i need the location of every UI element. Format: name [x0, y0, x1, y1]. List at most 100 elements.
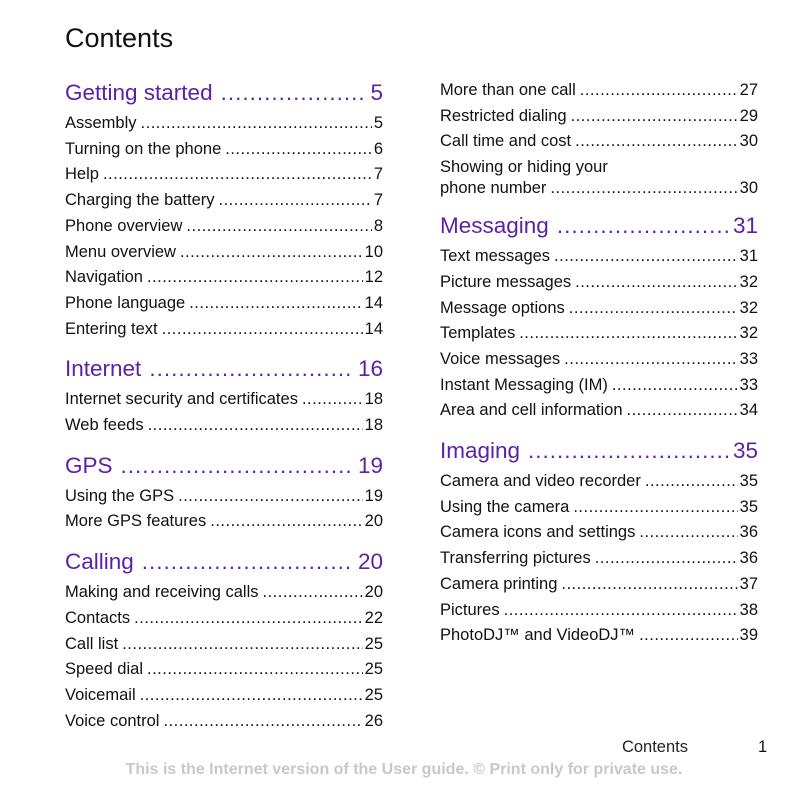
toc-entry[interactable]: Web feeds...............................… [65, 413, 383, 439]
toc-entry[interactable]: Contacts................................… [65, 606, 383, 632]
entry-page: 35 [740, 495, 758, 521]
entry-page: 25 [365, 657, 383, 683]
dot-leader: ........................................… [148, 413, 363, 439]
entry-title-line2: phone number [440, 178, 546, 199]
entry-page: 10 [365, 240, 383, 266]
toc-entry[interactable]: Templates...............................… [440, 321, 758, 347]
toc-entry-multiline[interactable]: Showing or hiding your phone number.....… [440, 157, 758, 199]
entry-title: Using the GPS [65, 484, 174, 510]
toc-entry[interactable]: Text messages...........................… [440, 244, 758, 270]
toc-entry[interactable]: Menu overview...........................… [65, 240, 383, 266]
dot-leader: ........................................… [134, 606, 363, 632]
toc-section-calling[interactable]: Calling ................................… [65, 549, 383, 575]
toc-entry[interactable]: Assembly................................… [65, 111, 383, 137]
toc-entry[interactable]: Call time and cost......................… [440, 129, 758, 155]
entry-title: Picture messages [440, 270, 571, 296]
entry-page: 39 [740, 623, 758, 649]
entry-page: 30 [740, 129, 758, 155]
dot-leader: ........................................… [178, 484, 363, 510]
toc-entry[interactable]: Transferring pictures...................… [440, 546, 758, 572]
entry-title: Templates [440, 321, 515, 347]
toc-entry[interactable]: Camera printing.........................… [440, 572, 758, 598]
entry-page: 14 [365, 317, 383, 343]
dot-leader: ........................................… [569, 296, 738, 322]
entry-title: More GPS features [65, 509, 206, 535]
footer-page-number: 1 [758, 738, 767, 757]
dot-leader: ........................................… [550, 178, 737, 199]
toc-entry[interactable]: Using the camera........................… [440, 495, 758, 521]
entry-page: 29 [740, 104, 758, 130]
entry-title: Camera printing [440, 572, 557, 598]
dot-leader: ........................................… [575, 270, 738, 296]
entry-page: 32 [740, 270, 758, 296]
toc-entry[interactable]: PhotoDJ™ and VideoDJ™...................… [440, 623, 758, 649]
entry-page: 25 [365, 632, 383, 658]
toc-entry[interactable]: Entering text...........................… [65, 317, 383, 343]
section-title: Internet [65, 356, 141, 382]
toc-section-getting-started[interactable]: Getting started ........................… [65, 80, 383, 106]
entry-title: Phone overview [65, 214, 182, 240]
toc-section-imaging[interactable]: Imaging ................................… [440, 438, 758, 464]
toc-entry[interactable]: Restricted dialing......................… [440, 104, 758, 130]
dot-leader: ........................................… [639, 520, 737, 546]
dot-leader: ........................................… [302, 387, 363, 413]
entry-title: Restricted dialing [440, 104, 567, 130]
dot-leader: ........................................… [564, 347, 737, 373]
toc-entry[interactable]: Speed dial..............................… [65, 657, 383, 683]
entry-title: More than one call [440, 78, 576, 104]
entry-page: 33 [740, 373, 758, 399]
section-title: GPS [65, 453, 113, 479]
entry-title: Help [65, 162, 99, 188]
toc-entry[interactable]: Camera icons and settings...............… [440, 520, 758, 546]
entry-page: 7 [374, 162, 383, 188]
entry-page: 27 [740, 78, 758, 104]
toc-entry[interactable]: Help....................................… [65, 162, 383, 188]
dot-leader: ........................................… [147, 657, 363, 683]
toc-entry[interactable]: Voice control...........................… [65, 709, 383, 735]
toc-entry[interactable]: Using the GPS...........................… [65, 484, 383, 510]
entry-page: 37 [740, 572, 758, 598]
toc-entry[interactable]: Phone overview..........................… [65, 214, 383, 240]
toc-section-gps[interactable]: GPS ....................................… [65, 453, 383, 479]
entry-page: 32 [740, 321, 758, 347]
dot-leader: ........................................… [103, 162, 372, 188]
entry-title: Text messages [440, 244, 550, 270]
toc-entry[interactable]: Charging the battery....................… [65, 188, 383, 214]
toc-entry[interactable]: Message options.........................… [440, 296, 758, 322]
entry-page: 36 [740, 546, 758, 572]
toc-entry[interactable]: Turning on the phone....................… [65, 137, 383, 163]
toc-entry[interactable]: Pictures................................… [440, 598, 758, 624]
dot-leader: ........................................… [221, 80, 367, 106]
entry-title: Voice messages [440, 347, 560, 373]
entry-page: 32 [740, 296, 758, 322]
toc-entry[interactable]: Phone language..........................… [65, 291, 383, 317]
entry-page: 20 [365, 509, 383, 535]
toc-section-messaging[interactable]: Messaging ..............................… [440, 213, 758, 239]
entry-title: Web feeds [65, 413, 144, 439]
toc-entry[interactable]: Internet security and certificates......… [65, 387, 383, 413]
toc-entry[interactable]: Instant Messaging (IM)..................… [440, 373, 758, 399]
toc-entry[interactable]: Making and receiving calls..............… [65, 580, 383, 606]
entry-title: Call list [65, 632, 118, 658]
dot-leader: ........................................… [210, 509, 362, 535]
dot-leader: ........................................… [163, 709, 362, 735]
toc-entry[interactable]: More GPS features.......................… [65, 509, 383, 535]
dot-leader: ........................................… [554, 244, 738, 270]
toc-entry[interactable]: Call list...............................… [65, 632, 383, 658]
entry-page: 34 [740, 398, 758, 424]
toc-entry[interactable]: Navigation..............................… [65, 265, 383, 291]
entry-title: Instant Messaging (IM) [440, 373, 608, 399]
toc-entry[interactable]: More than one call......................… [440, 78, 758, 104]
entry-page: 31 [740, 244, 758, 270]
dot-leader: ........................................… [142, 549, 354, 575]
toc-section-internet[interactable]: Internet ...............................… [65, 356, 383, 382]
entry-title: Making and receiving calls [65, 580, 259, 606]
toc-entry[interactable]: Voice messages..........................… [440, 347, 758, 373]
dot-leader: ........................................… [186, 214, 371, 240]
section-title: Getting started [65, 80, 213, 106]
toc-entry[interactable]: Area and cell information...............… [440, 398, 758, 424]
toc-entry[interactable]: Camera and video recorder...............… [440, 469, 758, 495]
toc-entry[interactable]: Picture messages........................… [440, 270, 758, 296]
entry-page: 8 [374, 214, 383, 240]
toc-entry[interactable]: Voicemail...............................… [65, 683, 383, 709]
